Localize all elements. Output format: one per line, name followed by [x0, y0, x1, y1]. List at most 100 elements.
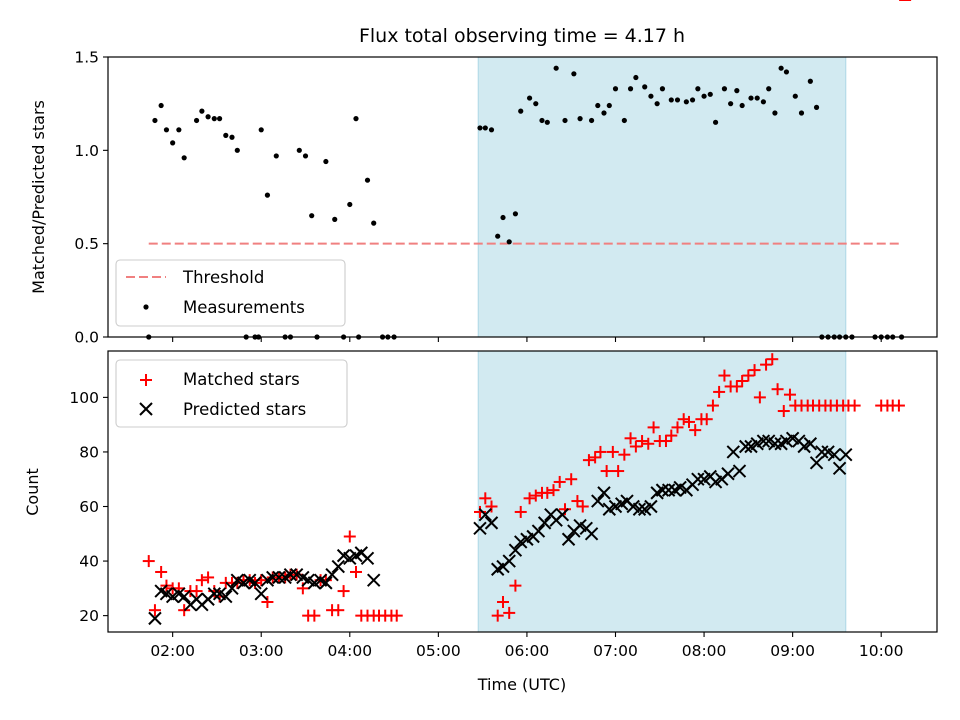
measurement-point [488, 127, 495, 133]
predicted-star-marker [597, 486, 611, 500]
matched-star-marker [553, 475, 566, 488]
marker-stroke [360, 551, 375, 566]
measurement-point [223, 132, 229, 138]
matched-star-marker [529, 489, 542, 502]
predicted-star-marker [584, 527, 599, 541]
measurement-point [518, 108, 524, 114]
count-x-axis: 02:00 03:00 04:00 05:00 06:00 07:00 08:00 09:00… [150, 632, 904, 660]
ratio-y-label: Matched/Predicted stars [29, 100, 48, 294]
marker-stroke [839, 447, 853, 462]
marker-stroke [815, 445, 829, 459]
ratio-axes-frame [107, 56, 938, 338]
measurement-point [258, 127, 264, 133]
matched-star-marker [332, 604, 345, 617]
marker-stroke [762, 434, 776, 448]
ratio-y-tick-label: 1.0 [74, 142, 99, 160]
measurement-point [539, 117, 545, 124]
predicted-star-marker [756, 434, 771, 448]
measurement-point [264, 192, 271, 198]
chart-title: Flux total observing time = 4.17 h [359, 25, 685, 47]
predicted-star-marker [655, 483, 670, 497]
measurement-point [371, 220, 377, 226]
predicted-star-marker [537, 516, 552, 530]
marker-stroke [785, 431, 800, 446]
matched-star-marker [343, 530, 356, 543]
legend-measurements-swatch [143, 304, 149, 310]
marker-stroke [809, 456, 824, 470]
predicted-star-marker [272, 570, 286, 585]
matched-star-marker [547, 484, 560, 497]
measurement-point [807, 78, 813, 84]
measurement-point [601, 110, 607, 116]
matched-star-marker [713, 385, 726, 398]
measurement-point [211, 116, 217, 122]
measurement-point [606, 102, 612, 109]
marker-stroke [591, 494, 605, 508]
count-y-tick-label: 80 [79, 443, 99, 461]
count-x-tick-label: 05:00 [416, 642, 461, 660]
marker-stroke [243, 573, 257, 587]
matched-star-marker [642, 437, 655, 450]
measurement-point [721, 86, 728, 92]
measurement-point [734, 88, 740, 94]
marker-stroke [531, 524, 546, 538]
predicted-star-marker [809, 456, 824, 470]
predicted-star-marker [531, 524, 546, 538]
predicted-star-marker [561, 532, 576, 546]
predicted-star-marker [721, 467, 735, 481]
predicted-star-marker [644, 499, 658, 514]
matched-star-marker [783, 388, 796, 401]
count-y-tick-label: 60 [79, 498, 99, 516]
matched-star-marker [736, 375, 749, 388]
marker-stroke [584, 527, 599, 541]
marker-stroke [289, 568, 304, 582]
predicted-star-marker [248, 576, 262, 590]
matched-star-marker [390, 609, 403, 622]
measurement-point [621, 117, 627, 124]
marker-stroke [266, 570, 280, 585]
measurement-point [158, 102, 164, 109]
matched-star-marker [571, 495, 584, 508]
matched-star-marker [748, 364, 761, 377]
predicted-star-marker [632, 502, 647, 516]
count-panel: 20 40 60 80 100 02:00 03:00 04:00 05:00 06:00 07:… [23, 0, 938, 694]
marker-stroke [632, 502, 647, 516]
marker-stroke [508, 543, 523, 557]
measurement-point [783, 69, 790, 75]
measurement-point [273, 153, 279, 159]
x-axis-label: Time (UTC) [477, 675, 566, 694]
measurement-point [754, 95, 760, 101]
measurement-point [642, 84, 648, 90]
marker-stroke [561, 532, 576, 546]
matched-star-marker [700, 413, 713, 426]
marker-stroke [254, 587, 268, 601]
measurement-point [728, 101, 734, 107]
measurement-point [739, 102, 745, 109]
measurement-point [170, 140, 176, 146]
legend-measurements-label: Measurements [183, 298, 305, 317]
matched-star-marker [753, 391, 766, 404]
measurement-point [229, 134, 235, 140]
measurement-point [364, 177, 371, 183]
marker-stroke [283, 568, 298, 582]
count-x-tick-label: 09:00 [770, 642, 815, 660]
marker-stroke [756, 434, 771, 448]
measurement-point [512, 211, 519, 217]
count-legend: Matched stars Predicted stars [115, 359, 348, 428]
measurement-point [347, 201, 353, 208]
measurement-point [695, 86, 701, 92]
marker-stroke [673, 480, 687, 495]
predicted-star-marker [803, 437, 818, 451]
measurement-point [199, 108, 205, 114]
marker-stroke [148, 611, 162, 626]
matched-star-marker [509, 579, 522, 592]
matched-star-marker [565, 473, 578, 486]
measurement-point [633, 74, 639, 81]
count-y-axis: 20 40 60 80 100 [69, 389, 108, 625]
matched-star-marker [594, 445, 607, 458]
predicted-star-marker [219, 589, 233, 604]
count-legend-box [115, 359, 348, 428]
matched-star-marker [636, 435, 649, 448]
measurement-point [648, 93, 654, 99]
measurement-point [712, 119, 719, 125]
